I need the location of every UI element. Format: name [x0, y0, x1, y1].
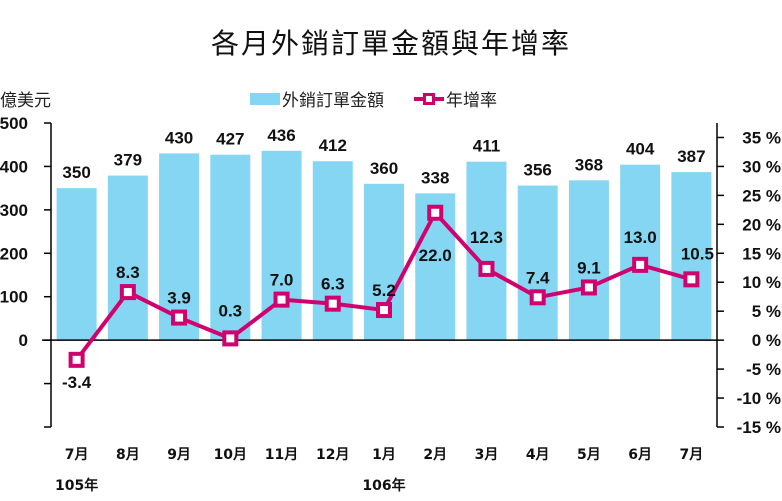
growth-value-label: 7.0: [270, 271, 294, 290]
bar-value-label: 411: [473, 137, 500, 156]
growth-point-marker[interactable]: [478, 260, 495, 277]
growth-value-label: 3.9: [167, 289, 191, 308]
left-axis-tick-label: 100: [0, 288, 28, 307]
x-axis-year-label: 106年: [362, 477, 405, 494]
legend: 外銷訂單金額 年增率: [250, 86, 497, 111]
bar-value-label: 412: [319, 136, 347, 155]
bar-value-label: 338: [421, 168, 449, 187]
growth-value-label: 8.3: [116, 263, 140, 282]
left-axis-tick-label: 500: [0, 114, 28, 133]
growth-point-marker[interactable]: [683, 271, 700, 288]
growth-point-marker[interactable]: [273, 291, 290, 308]
growth-line-layer: [68, 204, 700, 368]
x-axis-category-label: 8月: [116, 447, 140, 463]
bar-3[interactable]: [210, 154, 251, 341]
right-axis-tick-label: 30 %: [742, 157, 781, 176]
x-axis-category-label: 2月: [423, 447, 447, 463]
x-axis-category-label: 7月: [65, 447, 89, 463]
bar-0[interactable]: [56, 188, 97, 341]
right-axis-tick-label: -5 %: [746, 360, 781, 379]
growth-point-marker[interactable]: [580, 279, 597, 296]
data-labels-layer: 350 379 430 427 436 412 360 338 411 356 368 404 387 -…: [62, 126, 714, 392]
growth-value-label: 22.0: [419, 246, 452, 265]
growth-point-marker[interactable]: [68, 351, 85, 368]
bar-value-label: 436: [267, 126, 295, 145]
growth-value-label: 0.3: [218, 301, 242, 320]
x-axis-category-label: 4月: [526, 447, 550, 463]
bar-12[interactable]: [671, 172, 712, 341]
right-axis-tick-label: 25 %: [742, 186, 781, 205]
growth-value-label: 5.2: [372, 281, 396, 300]
category-labels-layer: 7月 8月 9月 10月 11月 12月 1月 2月 3月 4月 5月 6月 7月 105年 106年: [55, 447, 703, 494]
bar-1[interactable]: [107, 175, 148, 341]
x-axis-category-label: 9月: [167, 447, 191, 463]
x-axis-year-label: 105年: [55, 477, 98, 494]
x-axis-category-label: 5月: [577, 447, 601, 463]
growth-point-marker[interactable]: [119, 284, 136, 301]
growth-value-label: 7.4: [526, 268, 550, 287]
legend-bar-swatch-icon: [250, 92, 280, 105]
growth-value-label: 6.3: [321, 275, 345, 294]
growth-value-label: 9.1: [577, 258, 601, 277]
x-axis-category-label: 6月: [628, 447, 652, 463]
left-axis-tick-label: 300: [0, 201, 28, 220]
growth-point-marker[interactable]: [632, 256, 649, 273]
growth-point-marker[interactable]: [171, 309, 188, 326]
legend-item-growth: 年增率: [414, 86, 497, 111]
bar-10[interactable]: [568, 180, 609, 341]
left-axis-tick-label: 200: [0, 244, 28, 263]
bar-value-label: 379: [114, 151, 142, 170]
bar-11[interactable]: [620, 164, 661, 341]
bar-value-label: 368: [575, 155, 603, 174]
x-axis-category-label: 10月: [214, 447, 247, 463]
growth-value-label: 10.5: [681, 244, 714, 263]
growth-point-marker[interactable]: [376, 302, 392, 319]
left-axis-unit-label: 億美元: [0, 91, 51, 111]
legend-label-growth: 年增率: [446, 91, 497, 111]
bar-value-label: 404: [626, 140, 655, 159]
right-axis-tick-label: 0 %: [752, 331, 781, 350]
growth-point-marker[interactable]: [427, 204, 444, 221]
left-axis-tick-label: 400: [0, 157, 28, 176]
growth-point-marker[interactable]: [324, 295, 341, 312]
growth-value-label: -3.4: [62, 373, 92, 392]
x-axis-category-label: 7月: [680, 447, 704, 463]
growth-point-marker[interactable]: [222, 330, 239, 347]
right-axis-tick-label: 5 %: [752, 302, 781, 321]
right-axis-tick-label: -15 %: [737, 418, 781, 437]
bar-value-label: 350: [62, 163, 90, 182]
bar-9[interactable]: [517, 185, 558, 341]
bar-5[interactable]: [312, 161, 353, 341]
bar-value-label: 427: [216, 130, 244, 149]
bars-layer: [56, 150, 712, 341]
chart-title: 各月外銷訂單金額與年增率: [210, 27, 571, 60]
growth-value-label: 12.3: [470, 228, 503, 247]
right-axis-tick-label: 15 %: [742, 244, 781, 263]
legend-item-orders: 外銷訂單金額: [250, 86, 384, 111]
bar-value-label: 360: [370, 159, 398, 178]
right-axis-tick-label: 35 %: [742, 128, 781, 147]
growth-point-marker[interactable]: [529, 289, 546, 306]
right-axis-tick-label: -10 %: [737, 389, 781, 408]
left-axis-tick-label: 0: [19, 331, 28, 350]
bar-value-label: 430: [165, 128, 193, 147]
x-axis-category-label: 12月: [316, 447, 349, 463]
bar-8[interactable]: [466, 161, 507, 341]
bar-value-label: 387: [677, 147, 705, 166]
bar-value-label: 356: [524, 161, 552, 180]
x-axis-category-label: 11月: [265, 447, 298, 463]
right-axis-tick-label: 10 %: [742, 273, 781, 292]
right-axis-tick-label: 20 %: [742, 215, 781, 234]
x-axis-category-label: 3月: [475, 447, 499, 463]
legend-label-orders: 外銷訂單金額: [282, 91, 384, 111]
x-axis-category-label: 1月: [372, 447, 396, 463]
legend-line-marker-icon: [414, 92, 444, 106]
axes-layer: 500 400 300 200 100 0 35 % 30 % 25 % 20 % 15 % 10 %…: [0, 114, 781, 437]
growth-value-label: 13.0: [624, 228, 657, 247]
